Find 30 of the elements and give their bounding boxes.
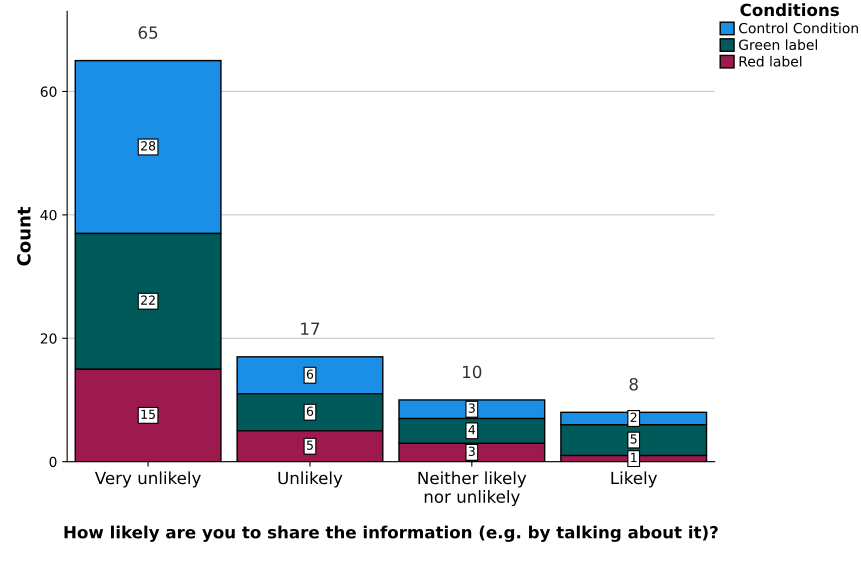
data-label: 22 xyxy=(141,295,155,305)
legend-label: Green label xyxy=(739,39,817,50)
data-label: 4 xyxy=(468,425,476,434)
total-label: 10 xyxy=(463,366,482,378)
x-tick-label: Neither likely nor unlikely xyxy=(418,471,526,506)
x-axis-title: How likely are you to share the information (e.g. by talking about it)? xyxy=(64,526,718,542)
data-label: 5 xyxy=(306,440,313,450)
x-tick-label: Very unlikely xyxy=(94,471,201,488)
total-label: 17 xyxy=(301,322,320,335)
x-tick-label: Likely xyxy=(611,471,658,488)
data-label: 6 xyxy=(306,369,314,379)
y-axis-title: Count xyxy=(17,206,31,266)
y-tick-label: 40 xyxy=(40,210,57,220)
total-label: 65 xyxy=(138,26,158,39)
data-label: 15 xyxy=(142,410,155,420)
y-tick-label: 60 xyxy=(40,86,57,97)
data-label: 6 xyxy=(306,406,314,416)
y-tick-label: 20 xyxy=(40,333,57,344)
x-tick-label: Unlikely xyxy=(278,471,342,488)
legend-label: Control Condition xyxy=(739,22,858,34)
total-label: 8 xyxy=(630,378,638,391)
data-label: 3 xyxy=(468,403,475,413)
data-label: 1 xyxy=(631,452,637,462)
legend-title: Conditions xyxy=(740,3,839,16)
legend-label: Red label xyxy=(740,56,802,67)
y-tick-label: 0 xyxy=(50,456,57,468)
data-label: 2 xyxy=(630,412,636,422)
data-label: 5 xyxy=(630,434,637,444)
data-label: 28 xyxy=(141,141,156,151)
data-label: 3 xyxy=(468,446,475,456)
